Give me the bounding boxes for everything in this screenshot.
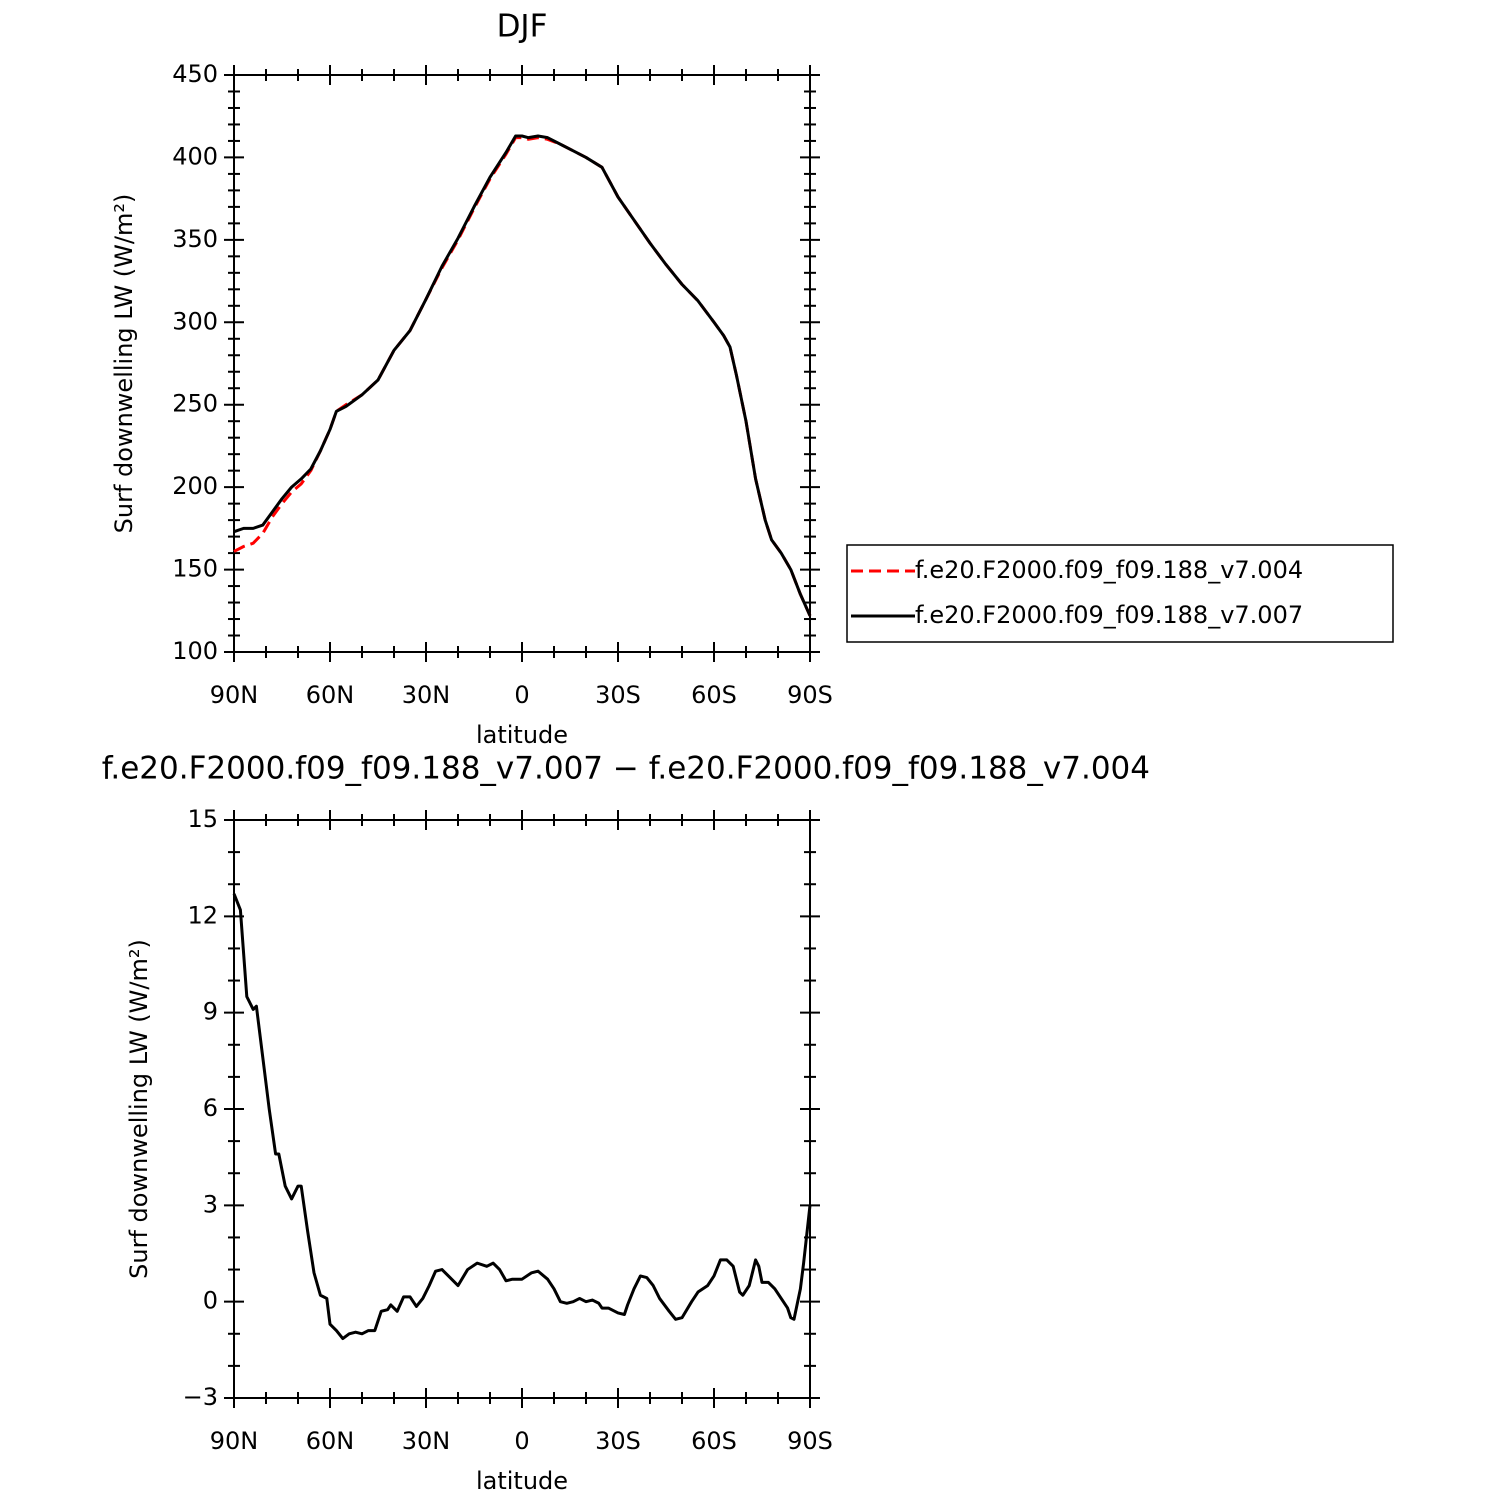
y-tick-label: 450	[172, 60, 218, 88]
plot-frame	[233, 819, 811, 1399]
plot-frame	[233, 74, 811, 653]
x-tick-label: 90N	[210, 1427, 259, 1455]
data-line	[233, 136, 812, 617]
y-tick-label: 100	[172, 637, 218, 665]
x-tick-label: 30N	[402, 1427, 451, 1455]
y-axis-label: Surf downwelling LW (W/m²)	[125, 939, 153, 1279]
chart-title: f.e20.F2000.f09_f09.188_v7.007 − f.e20.F…	[102, 751, 1150, 787]
y-tick-label: 200	[172, 472, 218, 500]
x-tick-label: 90N	[210, 681, 259, 709]
x-tick-label: 30S	[595, 681, 641, 709]
y-tick-label: 15	[187, 805, 218, 833]
y-tick-label: 12	[187, 901, 218, 929]
y-tick-label: 250	[172, 390, 218, 418]
x-tick-label: 0	[514, 1427, 529, 1455]
y-tick-label: −3	[183, 1383, 218, 1411]
data-line	[233, 134, 812, 617]
y-tick-label: 3	[203, 1190, 218, 1218]
y-tick-label: 0	[203, 1287, 218, 1315]
y-tick-label: 300	[172, 307, 218, 335]
x-tick-label: 30S	[595, 1427, 641, 1455]
y-tick-label: 350	[172, 225, 218, 253]
x-tick-label: 60S	[691, 1427, 737, 1455]
x-tick-label: 0	[514, 681, 529, 709]
y-axis-label: Surf downwelling LW (W/m²)	[110, 194, 138, 534]
y-tick-label: 9	[203, 998, 218, 1026]
x-tick-label: 30N	[402, 681, 451, 709]
x-axis-label: latitude	[476, 721, 568, 749]
chart-title: DJF	[497, 9, 548, 45]
legend-label: f.e20.F2000.f09_f09.188_v7.004	[915, 556, 1303, 584]
y-tick-label: 150	[172, 555, 218, 583]
y-tick-label: 6	[203, 1094, 218, 1122]
y-tick-label: 400	[172, 142, 218, 170]
x-tick-label: 90S	[787, 1427, 833, 1455]
x-axis-label: latitude	[476, 1467, 568, 1495]
x-tick-label: 60N	[306, 681, 355, 709]
legend-box	[846, 544, 1394, 643]
data-line	[232, 893, 812, 1341]
x-tick-label: 90S	[787, 681, 833, 709]
x-tick-label: 60N	[306, 1427, 355, 1455]
x-tick-label: 60S	[691, 681, 737, 709]
legend-label: f.e20.F2000.f09_f09.188_v7.007	[915, 601, 1303, 629]
